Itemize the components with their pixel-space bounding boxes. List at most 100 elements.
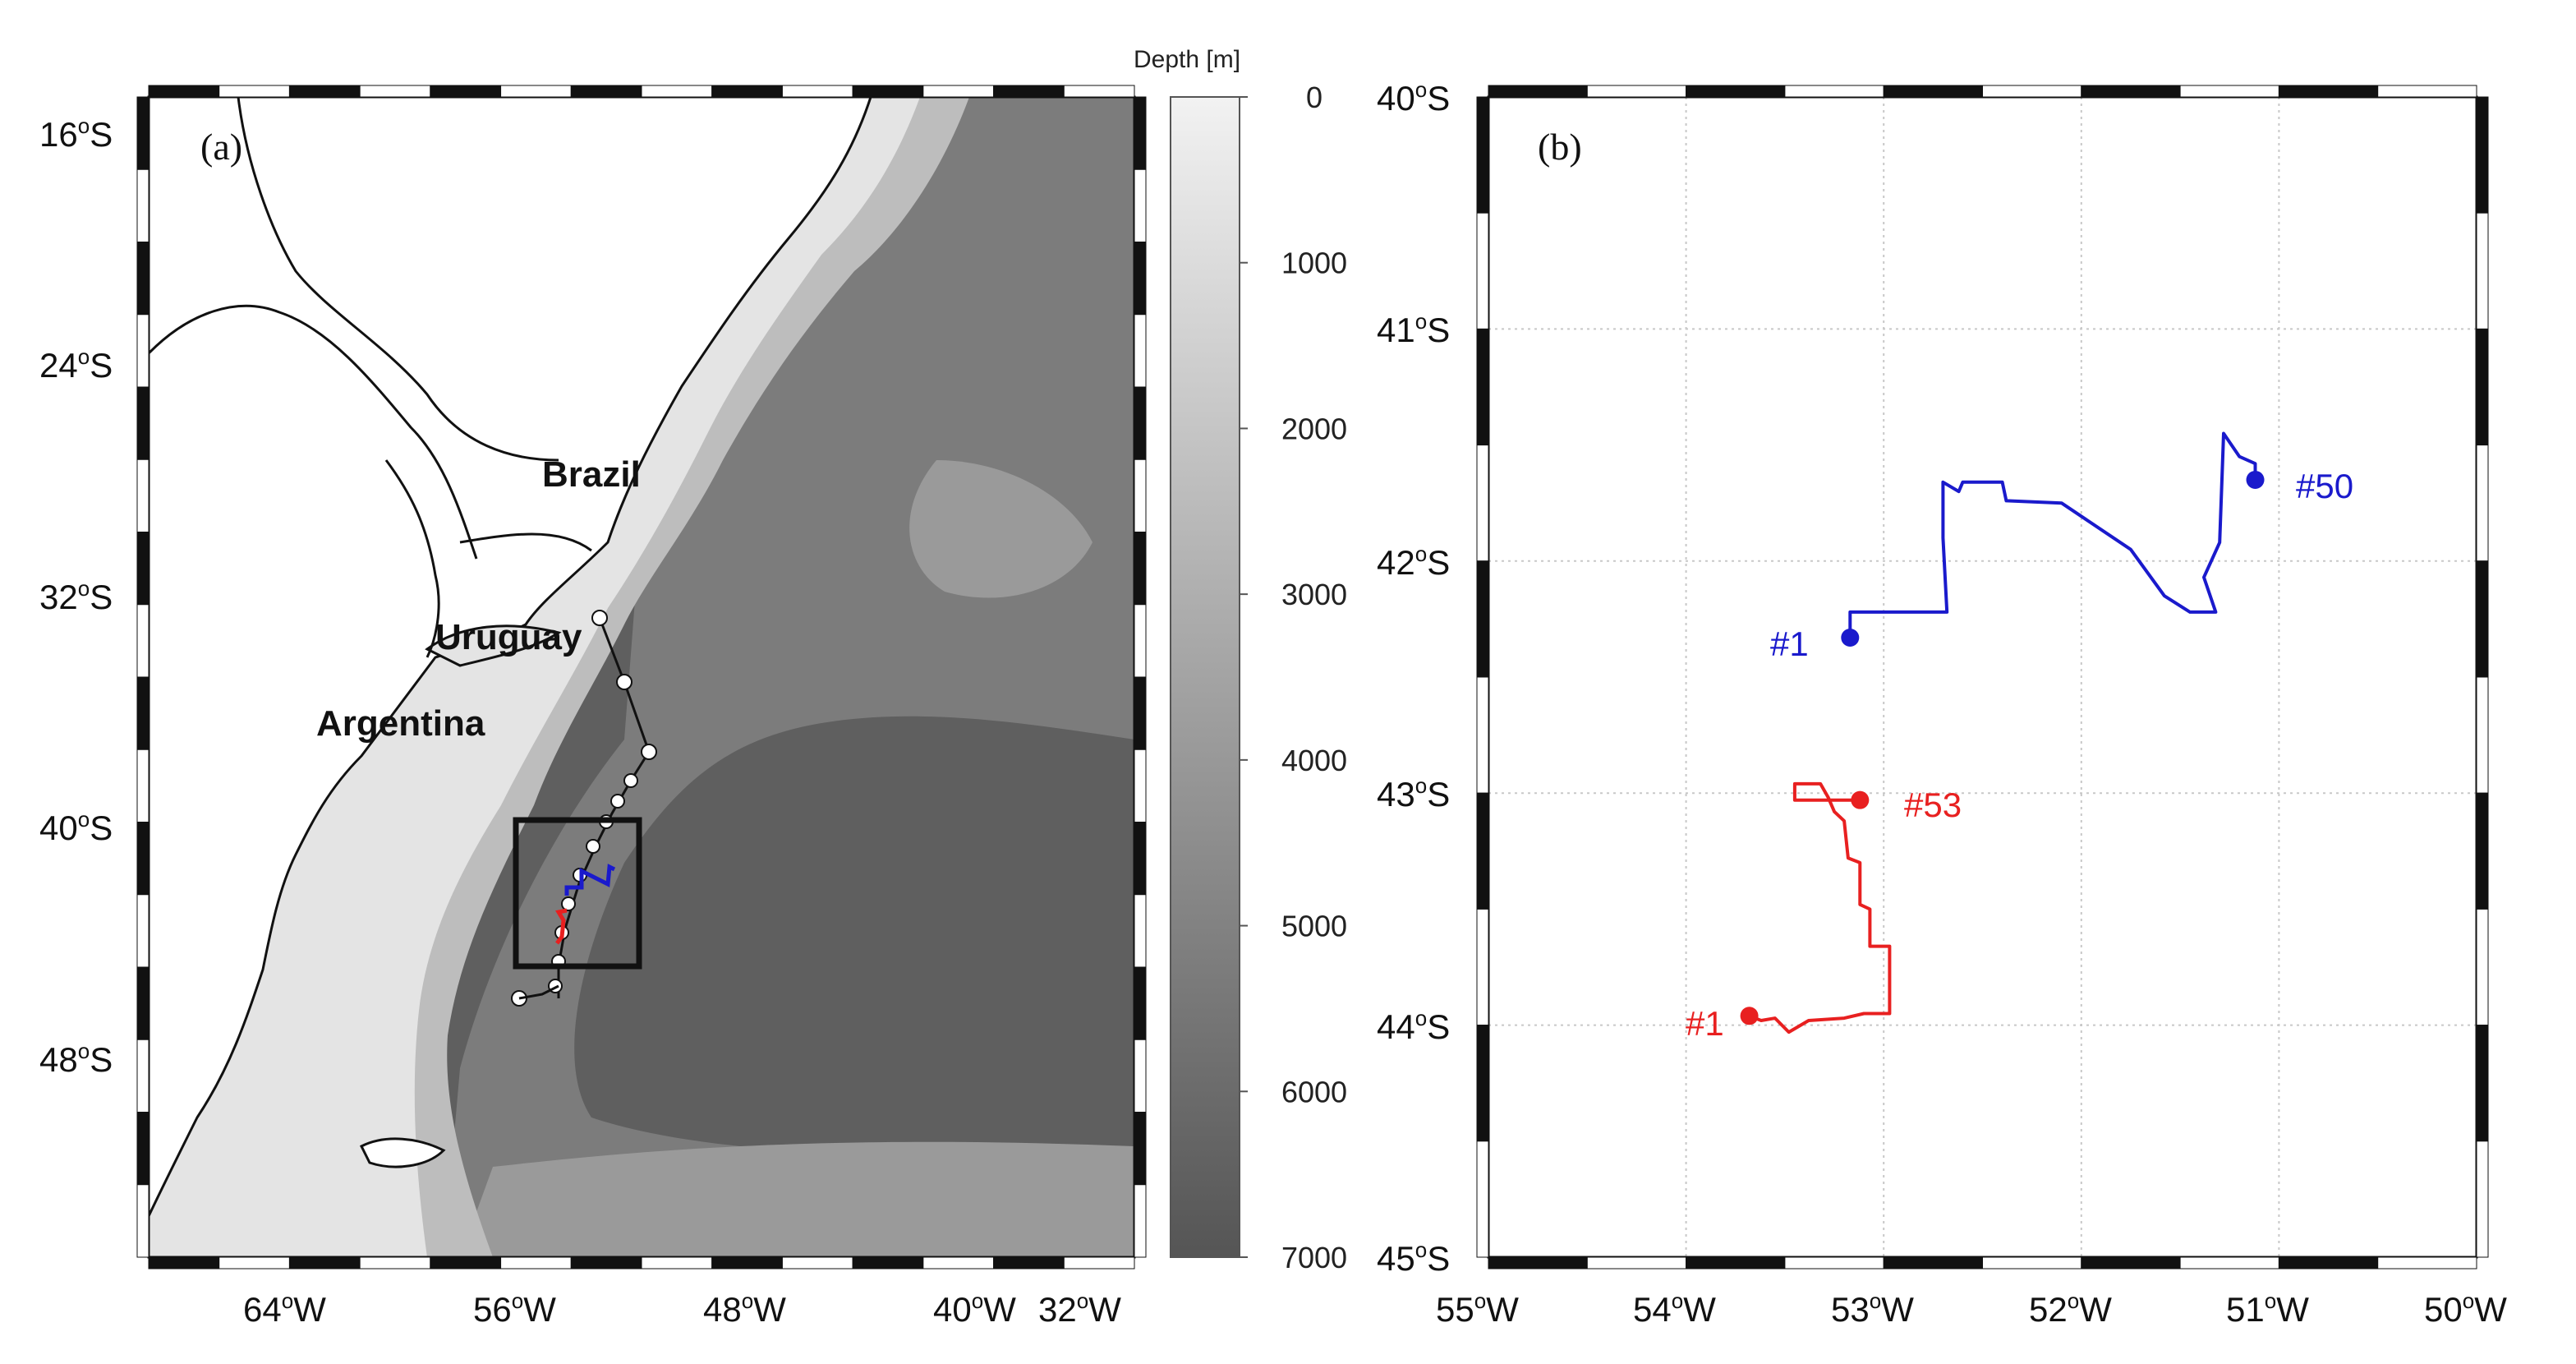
frame-segment-bottom <box>2377 1256 2477 1270</box>
frame-segment-bottom <box>2278 1256 2379 1270</box>
frame-segment-right <box>1134 749 1147 823</box>
frame-segment-bottom <box>1063 1256 1135 1270</box>
frame-segment-left <box>1476 908 1489 1026</box>
frame-segment-right <box>1134 242 1147 316</box>
frame-segment-bottom <box>852 1256 924 1270</box>
frame-segment-left <box>136 314 150 388</box>
lat-label-41b: 41oS <box>1377 309 1450 349</box>
frame-segment-bottom <box>148 1256 220 1270</box>
frame-segment-left <box>136 1112 150 1186</box>
mini-track-blue <box>564 864 616 896</box>
frame-segment-left <box>1476 676 1489 794</box>
frame-segment-left <box>136 676 150 750</box>
frame-segment-right <box>1134 604 1147 678</box>
frame-segment-right <box>2476 1025 2489 1142</box>
frame-segment-bottom <box>430 1256 502 1270</box>
frame-segment-top <box>711 85 783 98</box>
panel-b-grid <box>1488 97 2477 1257</box>
frame-segment-left <box>1476 792 1489 910</box>
frame-segment-left <box>136 459 150 532</box>
frame-segment-left <box>1476 445 1489 562</box>
frame-segment-left <box>136 749 150 823</box>
frame-segment-top <box>430 85 502 98</box>
frame-segment-left <box>136 604 150 678</box>
frame-segment-top <box>218 85 290 98</box>
frame-segment-top <box>500 85 572 98</box>
frame-segment-bottom <box>1488 1256 1588 1270</box>
frame-segment-left <box>136 168 150 242</box>
frame-segment-right <box>2476 908 2489 1026</box>
frame-segment-right <box>2476 328 2489 446</box>
blue-float-start-label: #1 <box>1770 624 1809 663</box>
red-float-start-label: #1 <box>1686 1004 1724 1043</box>
lon-label-64: 64oW <box>243 1288 326 1329</box>
frame-segment-left <box>1476 1025 1489 1142</box>
red-float-end-label: #53 <box>1904 786 1962 824</box>
colorbar-title: Depth [m] <box>1134 46 1240 73</box>
float-route <box>557 617 651 998</box>
frame-segment-right <box>2476 96 2489 214</box>
frame-segment-bottom <box>922 1256 995 1270</box>
lon-label-53: 53oW <box>1831 1288 1914 1329</box>
colorbar-tick-label: 3000 <box>1281 578 1347 611</box>
lat-label-24: 24oS <box>39 344 113 385</box>
frame-segment-right <box>1134 314 1147 388</box>
frame-segment-right <box>2476 792 2489 910</box>
frame-segment-right <box>1134 1112 1147 1186</box>
colorbar-tick-label: 5000 <box>1281 910 1347 943</box>
frame-segment-top <box>2179 85 2279 98</box>
frame-segment-right <box>2476 445 2489 562</box>
land-south-america <box>149 97 872 1217</box>
frame-segment-top <box>922 85 995 98</box>
frame-segment-right <box>1134 966 1147 1040</box>
ocean-mid-plateau <box>909 460 1092 598</box>
frame-segment-bottom <box>1586 1256 1687 1270</box>
colorbar-tick-label: 6000 <box>1281 1075 1347 1108</box>
frame-segment-left <box>1476 96 1489 214</box>
panel-b-track-layer <box>1740 431 2265 1035</box>
blue-float-end-label: #50 <box>2296 467 2353 505</box>
panel-b-tracks: (b) 40oS 41oS 42oS 43oS 44oS 45oS 55oW 5… <box>1377 77 2507 1329</box>
frame-segment-top <box>993 85 1065 98</box>
panel-a-lat-labels: 16oS 24oS 32oS 40oS 48oS <box>39 113 113 1079</box>
frame-segment-left <box>136 894 150 968</box>
lat-label-16: 16oS <box>39 113 113 154</box>
ocean-slope-band <box>394 97 969 1257</box>
colorbar-tick-label: 4000 <box>1281 744 1347 777</box>
lon-label-51: 51oW <box>2226 1288 2309 1329</box>
frame-segment-left <box>1476 212 1489 329</box>
panel-a-lon-labels: 64oW 56oW 48oW 40oW 32oW <box>243 1288 1121 1329</box>
lat-label-32: 32oS <box>39 576 113 616</box>
frame-segment-right <box>1134 459 1147 532</box>
frame-segment-bottom <box>1686 1256 1786 1270</box>
frame-segment-bottom <box>993 1256 1065 1270</box>
frame-segment-bottom <box>1883 1256 1983 1270</box>
frame-segment-top <box>641 85 713 98</box>
lon-label-50: 50oW <box>2424 1288 2507 1329</box>
red-float-track <box>1748 781 1892 1035</box>
lat-label-44b: 44oS <box>1377 1006 1450 1046</box>
frame-segment-top <box>2278 85 2379 98</box>
frame-segment-left <box>136 242 150 316</box>
frame-segment-top <box>148 85 220 98</box>
colorbar-tick-label: 7000 <box>1281 1241 1347 1274</box>
panel-a-frame-ticks <box>136 85 1147 1270</box>
rio-de-la-plata <box>425 624 562 667</box>
frame-segment-top <box>1063 85 1135 98</box>
country-label-uruguay: Uruguay <box>435 617 582 657</box>
blue-float-track <box>1848 431 2257 638</box>
lon-label-32: 32oW <box>1038 1288 1121 1329</box>
frame-segment-top <box>781 85 853 98</box>
frame-segment-right <box>1134 96 1147 170</box>
panel-b-background <box>1488 97 2477 1257</box>
frame-segment-top <box>1883 85 1983 98</box>
frame-segment-bottom <box>1982 1256 2082 1270</box>
frame-segment-left <box>1476 560 1489 678</box>
colorbar-scale <box>1170 96 1240 1258</box>
panel-b-lon-labels: 55oW 54oW 53oW 52oW 51oW 50oW <box>1436 1288 2507 1329</box>
red-float-start-marker <box>1740 1007 1759 1025</box>
colorbar-tick-label: 2000 <box>1281 412 1347 445</box>
frame-segment-bottom <box>359 1256 431 1270</box>
frame-segment-right <box>1134 822 1147 896</box>
